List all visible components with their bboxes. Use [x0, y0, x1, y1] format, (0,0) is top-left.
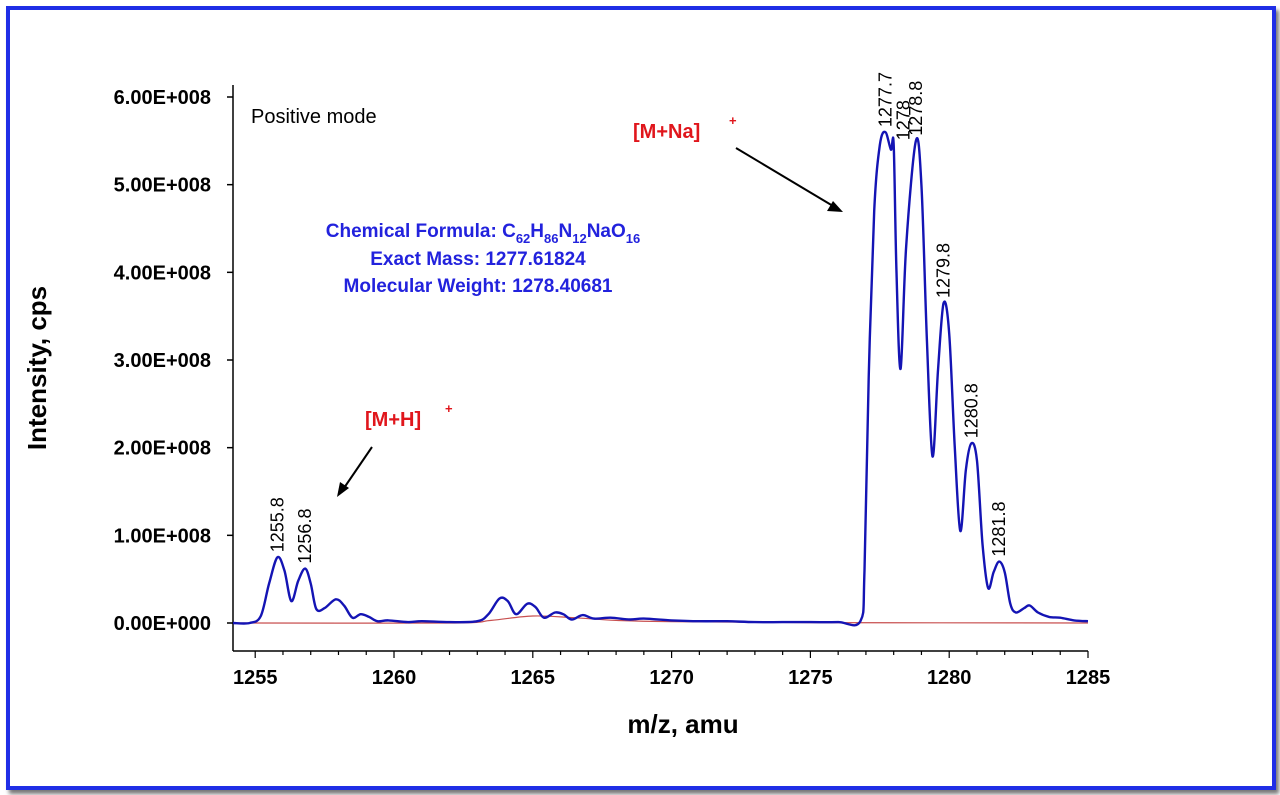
chemical-formula: Chemical Formula: C62H86N12NaO16 [326, 221, 640, 246]
arrow-mh-shaft [343, 446, 373, 489]
ion-label-mna-charge: + [729, 113, 737, 128]
x-tick-label: 1275 [788, 667, 833, 689]
x-ticks: 1255 1260 1265 1270 1275 1280 1285 [233, 651, 1110, 689]
figure-frame [6, 6, 1276, 790]
formula-text: NaO [587, 221, 626, 242]
formula-subscript: 86 [544, 231, 558, 246]
x-tick-label: 1285 [1066, 667, 1111, 689]
molecular-weight: Molecular Weight: 1278.40681 [344, 276, 613, 297]
y-tick-label: 5.00E+008 [114, 175, 211, 197]
y-tick-label: 4.00E+008 [114, 262, 211, 284]
y-tick-label: 0.00E+000 [114, 613, 211, 635]
x-tick-label: 1265 [511, 667, 556, 689]
x-axis-title: m/z, amu [627, 709, 738, 739]
peak-label: 1279.8 [934, 243, 954, 298]
formula-subscript: 16 [626, 231, 640, 246]
arrow-mh-head [337, 482, 349, 497]
peak-label: 1256.8 [295, 509, 315, 564]
arrow-mna-head [827, 201, 843, 212]
arrow-mna [735, 147, 843, 212]
formula-subscript: 62 [516, 231, 530, 246]
peak-label: 1281.8 [989, 502, 1009, 557]
peak-label: 1277.7 [875, 72, 895, 127]
ion-label-mna-text: [M+Na] [633, 121, 700, 143]
y-tick-label: 2.00E+008 [114, 438, 211, 460]
formula-subscript: 12 [572, 231, 586, 246]
peak-label: 1278.8 [906, 81, 926, 136]
y-tick-label: 6.00E+008 [114, 87, 211, 109]
y-tick-label: 1.00E+008 [114, 525, 211, 547]
x-tick-label: 1255 [233, 667, 278, 689]
spectrum-line [232, 130, 1089, 627]
ion-label-mh-charge: + [445, 401, 453, 416]
arrow-mna-shaft [735, 147, 834, 207]
exact-mass: Exact Mass: 1277.61824 [370, 249, 586, 270]
x-tick-label: 1270 [649, 667, 694, 689]
ion-label-mna: [M+Na] + [633, 113, 737, 143]
ion-label-mh-text: [M+H] [365, 409, 421, 431]
axes [232, 85, 1088, 652]
peak-label: 1278 [894, 100, 914, 140]
series-layer [232, 130, 1089, 627]
peak-label: 1255.8 [267, 497, 287, 552]
y-ticks: 0.00E+000 1.00E+008 2.00E+008 3.00E+008 4.00… [114, 87, 233, 635]
arrow-mh [337, 446, 373, 497]
x-tick-label: 1280 [927, 667, 972, 689]
y-tick-label: 3.00E+008 [114, 350, 211, 372]
mode-label: Positive mode [251, 106, 377, 128]
y-axis-title: Intensity, cps [22, 286, 52, 450]
formula-text: H [530, 221, 544, 242]
x-tick-label: 1260 [372, 667, 417, 689]
formula-text: N [558, 221, 572, 242]
peak-label: 1280.8 [961, 383, 981, 438]
formula-text: Chemical Formula: C [326, 221, 516, 242]
ion-label-mh: [M+H] + [365, 401, 453, 431]
